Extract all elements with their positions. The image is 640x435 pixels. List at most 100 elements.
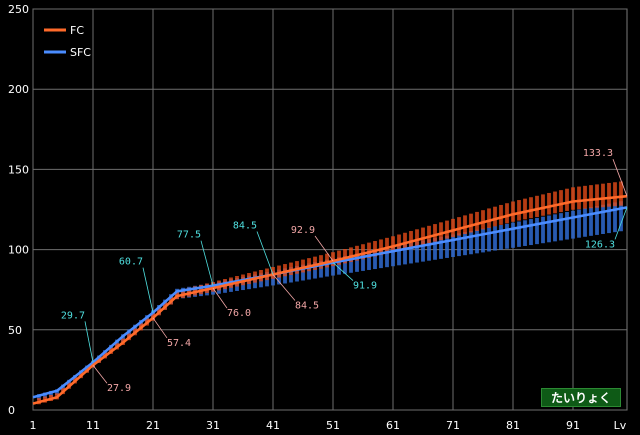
sfc-distribution-bar	[613, 202, 617, 233]
fc-distribution-bar	[499, 204, 503, 225]
sfc-distribution-bar	[607, 203, 611, 234]
legend-label-sfc: SFC	[70, 46, 91, 59]
annotation-leader	[92, 365, 108, 384]
sfc-distribution-bar	[343, 256, 347, 274]
sfc-distribution-bar	[427, 239, 431, 261]
sfc-distribution-bar	[43, 392, 47, 399]
fc-distribution-bar	[427, 225, 431, 244]
annotation-leader	[212, 287, 228, 309]
fc-distribution-bar	[487, 208, 491, 228]
fc-distribution-bar	[589, 185, 593, 209]
sfc-distribution-bar	[385, 247, 389, 268]
sfc-distribution-bar	[481, 228, 485, 253]
sfc-distribution-bar	[517, 221, 521, 247]
annotation-leader	[614, 207, 628, 240]
fc-distribution-bar	[367, 242, 371, 258]
annotation-label: 77.5	[177, 230, 201, 241]
fc-distribution-bar	[325, 253, 329, 268]
sfc-distribution-bar	[55, 389, 59, 396]
annotation-leader	[142, 267, 154, 313]
fc-distribution-bar	[421, 227, 425, 245]
sfc-distribution-bar	[457, 233, 461, 257]
sfc-distribution-bar	[619, 201, 623, 232]
fc-distribution-bar	[463, 215, 467, 235]
annotation-label: 27.9	[107, 383, 131, 394]
sfc-distribution-bar	[589, 207, 593, 236]
annotation-leader	[84, 321, 94, 363]
fc-distribution-bar	[559, 190, 563, 213]
annotation-leader	[200, 240, 214, 286]
annotation-label: 92.9	[291, 225, 315, 236]
fc-distribution-bar	[355, 245, 359, 261]
y-tick-label: 0	[8, 404, 15, 417]
fc-distribution-bar	[613, 182, 617, 207]
x-tick-label: 71	[446, 419, 460, 432]
annotation-leader	[272, 274, 296, 301]
fc-distribution-bar	[577, 186, 581, 210]
fc-distribution-bar	[571, 187, 575, 210]
fc-distribution-bar	[445, 220, 449, 239]
sfc-distribution-bar	[319, 260, 323, 278]
sfc-distribution-bar	[433, 238, 437, 260]
fc-distribution-bar	[475, 211, 479, 231]
sfc-distribution-bar	[445, 235, 449, 258]
fc-distribution-bar	[415, 229, 419, 247]
sfc-distribution-bar	[535, 217, 539, 245]
annotation-leader	[314, 235, 334, 262]
fc-distribution-bar	[397, 234, 401, 251]
fc-distribution-bar	[517, 200, 521, 221]
fc-distribution-bar	[349, 247, 353, 262]
fc-distribution-bar	[391, 236, 395, 253]
sfc-distribution-bar	[529, 219, 533, 246]
sfc-distribution-bar	[37, 394, 41, 401]
annotation-leader	[612, 159, 628, 197]
fc-distribution-bar	[433, 224, 437, 242]
fc-distribution-bar	[583, 185, 587, 209]
fc-distribution-bar	[289, 262, 293, 276]
sfc-distribution-bar	[403, 243, 407, 265]
x-tick-label: 81	[506, 419, 520, 432]
fc-distribution-bar	[301, 259, 305, 273]
sfc-distribution-bar	[493, 226, 497, 251]
sfc-distribution-bar	[571, 210, 575, 239]
fc-distribution-bar	[511, 201, 515, 222]
fc-distribution-bar	[451, 218, 455, 238]
sfc-distribution-bar	[307, 263, 311, 280]
sfc-distribution-bar	[595, 205, 599, 235]
sfc-distribution-bar	[523, 220, 527, 246]
sfc-distribution-bar	[577, 209, 581, 238]
x-tick-label: 31	[206, 419, 220, 432]
annotation-label: 133.3	[583, 148, 613, 159]
annotation-leader	[152, 317, 168, 339]
sfc-distribution-bar	[505, 223, 509, 249]
plot-area	[32, 8, 628, 411]
annotation-label: 126.3	[585, 239, 615, 250]
fc-distribution-bar	[595, 184, 599, 208]
fc-distribution-bar	[361, 244, 365, 260]
annotation-label: 29.7	[61, 310, 85, 321]
sfc-distribution-bar	[553, 214, 557, 242]
annotation-label: 76.0	[227, 308, 251, 319]
sfc-distribution-bar	[451, 234, 455, 258]
sfc-distribution-bar	[499, 224, 503, 250]
annotation-label: 84.5	[233, 220, 257, 231]
legend-label-fc: FC	[70, 24, 84, 37]
sfc-distribution-bar	[367, 251, 371, 270]
sfc-distribution-bar	[547, 215, 551, 243]
fc-distribution-bar	[493, 206, 497, 227]
x-tick-label: 21	[146, 419, 160, 432]
fc-distribution-bar	[283, 264, 287, 277]
fc-distribution-bar	[553, 191, 557, 214]
fc-distribution-bar	[307, 258, 311, 272]
sfc-distribution-bar	[439, 236, 443, 259]
stat-badge: たいりょく	[541, 388, 621, 407]
sfc-distribution-bar	[313, 262, 317, 279]
fc-distribution-bar	[373, 241, 377, 257]
fc-distribution-bar	[523, 198, 527, 220]
sfc-distribution-bar	[541, 216, 545, 244]
fc-distribution-bar	[343, 249, 347, 264]
fc-distribution-bar	[337, 250, 341, 265]
x-tick-label: 91	[566, 419, 580, 432]
y-tick-label: 150	[8, 163, 29, 176]
